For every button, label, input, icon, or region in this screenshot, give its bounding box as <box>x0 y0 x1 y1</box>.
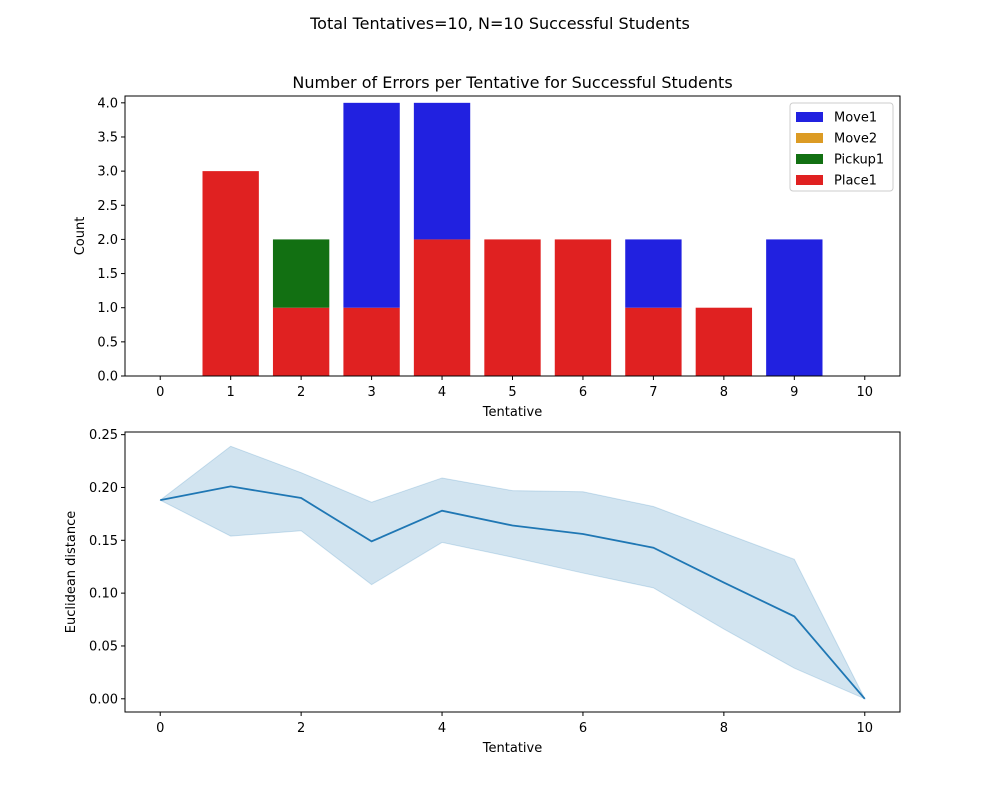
bar-x-tick-label-6: 6 <box>579 385 587 400</box>
line-y-tick-label-0.00: 0.00 <box>89 692 118 707</box>
line-y-ticks: 0.00 0.05 0.10 0.15 0.20 0.25 <box>89 428 125 707</box>
bar-legend-swatch-move1 <box>796 112 823 122</box>
bar-x-tick-label-1: 1 <box>227 385 235 400</box>
bar-legend-swatch-move2 <box>796 133 823 143</box>
bar-x-tick-label-9: 9 <box>790 385 798 400</box>
bar-legend-label-move2: Move2 <box>834 132 877 147</box>
line-y-tick-label-0.05: 0.05 <box>89 639 118 654</box>
bar-x-tick-label-5: 5 <box>508 385 516 400</box>
bar-marks <box>202 102 823 376</box>
line-series <box>160 485 866 700</box>
bar-x-ticks: 0 1 2 3 4 5 6 7 8 9 10 <box>156 376 873 400</box>
bar-y-tick-label-2.5: 2.5 <box>97 199 118 214</box>
line-chart: 0 2 4 6 8 10 0.00 0.05 0.10 0.15 0.20 0.25 Tentati… <box>64 428 901 756</box>
bar-place1-3 <box>343 307 400 376</box>
bar-y-ticks: 0.0 0.5 1.0 1.5 2.0 2.5 3.0 3.5 4.0 <box>97 96 125 385</box>
bar-legend-swatch-pickup1 <box>796 154 823 164</box>
line-y-axis-label: Euclidean distance <box>64 511 79 634</box>
bar-x-tick-label-4: 4 <box>438 385 446 400</box>
figure-suptitle: Total Tentatives=10, N=10 Successful Stu… <box>309 14 690 33</box>
bar-x-tick-label-8: 8 <box>720 385 728 400</box>
line-y-tick-label-0.20: 0.20 <box>89 481 118 496</box>
bar-move1-7 <box>625 239 682 308</box>
bar-place1-5 <box>484 239 541 376</box>
bar-legend-box <box>789 102 894 192</box>
line-x-tick-label-10: 10 <box>856 721 873 736</box>
bar-move1-4 <box>413 102 471 240</box>
bar-legend-swatch-place1 <box>796 175 823 185</box>
bar-move1-9 <box>766 239 823 376</box>
line-y-tick-label-0.15: 0.15 <box>89 534 118 549</box>
line-axes-frame <box>124 431 901 713</box>
line-x-axis-label: Tentative <box>482 741 542 756</box>
bar-x-tick-label-7: 7 <box>649 385 657 400</box>
bar-place1-8 <box>695 307 753 376</box>
bar-y-tick-label-1.5: 1.5 <box>97 267 118 282</box>
bar-x-tick-label-10: 10 <box>856 385 873 400</box>
bar-move1-3 <box>343 102 400 308</box>
bar-pickup1-2 <box>272 239 330 308</box>
bar-legend-label-pickup1: Pickup1 <box>834 153 884 168</box>
bar-y-tick-label-1.0: 1.0 <box>97 301 118 316</box>
bar-place1-7 <box>625 307 682 376</box>
bar-chart: Number of Errors per Tentative for Succe… <box>73 73 901 420</box>
bar-y-tick-label-4.0: 4.0 <box>97 96 118 111</box>
line-x-tick-label-0: 0 <box>156 721 164 736</box>
line-x-tick-label-2: 2 <box>297 721 305 736</box>
line-x-tick-label-6: 6 <box>579 721 587 736</box>
line-y-tick-label-0.10: 0.10 <box>89 587 118 602</box>
bar-chart-title: Number of Errors per Tentative for Succe… <box>292 73 732 92</box>
bar-y-tick-label-0.5: 0.5 <box>97 335 118 350</box>
line-x-ticks: 0 2 4 6 8 10 <box>156 712 873 736</box>
bar-place1-4 <box>413 239 471 376</box>
bar-y-tick-label-0.0: 0.0 <box>97 370 118 385</box>
bar-x-tick-label-3: 3 <box>367 385 375 400</box>
bar-legend: Move1 Move2 Pickup1 Place1 <box>789 102 894 192</box>
bar-place1-6 <box>554 239 612 376</box>
bar-y-tick-label-3.0: 3.0 <box>97 165 118 180</box>
bar-legend-label-place1: Place1 <box>834 174 877 189</box>
bar-y-tick-label-2.0: 2.0 <box>97 233 118 248</box>
bar-place1-2 <box>272 307 330 376</box>
bar-axes-frame <box>124 95 901 377</box>
line-x-tick-label-4: 4 <box>438 721 446 736</box>
line-y-tick-label-0.25: 0.25 <box>89 428 118 443</box>
bar-y-axis-label: Count <box>73 217 88 256</box>
line-marks <box>159 445 866 700</box>
bar-x-axis-label: Tentative <box>482 405 542 420</box>
bar-place1-1 <box>202 171 259 376</box>
bar-x-tick-label-2: 2 <box>297 385 305 400</box>
bar-y-tick-label-3.5: 3.5 <box>97 130 118 145</box>
bar-x-tick-label-0: 0 <box>156 385 164 400</box>
line-x-tick-label-8: 8 <box>720 721 728 736</box>
bar-legend-label-move1: Move1 <box>834 111 877 126</box>
